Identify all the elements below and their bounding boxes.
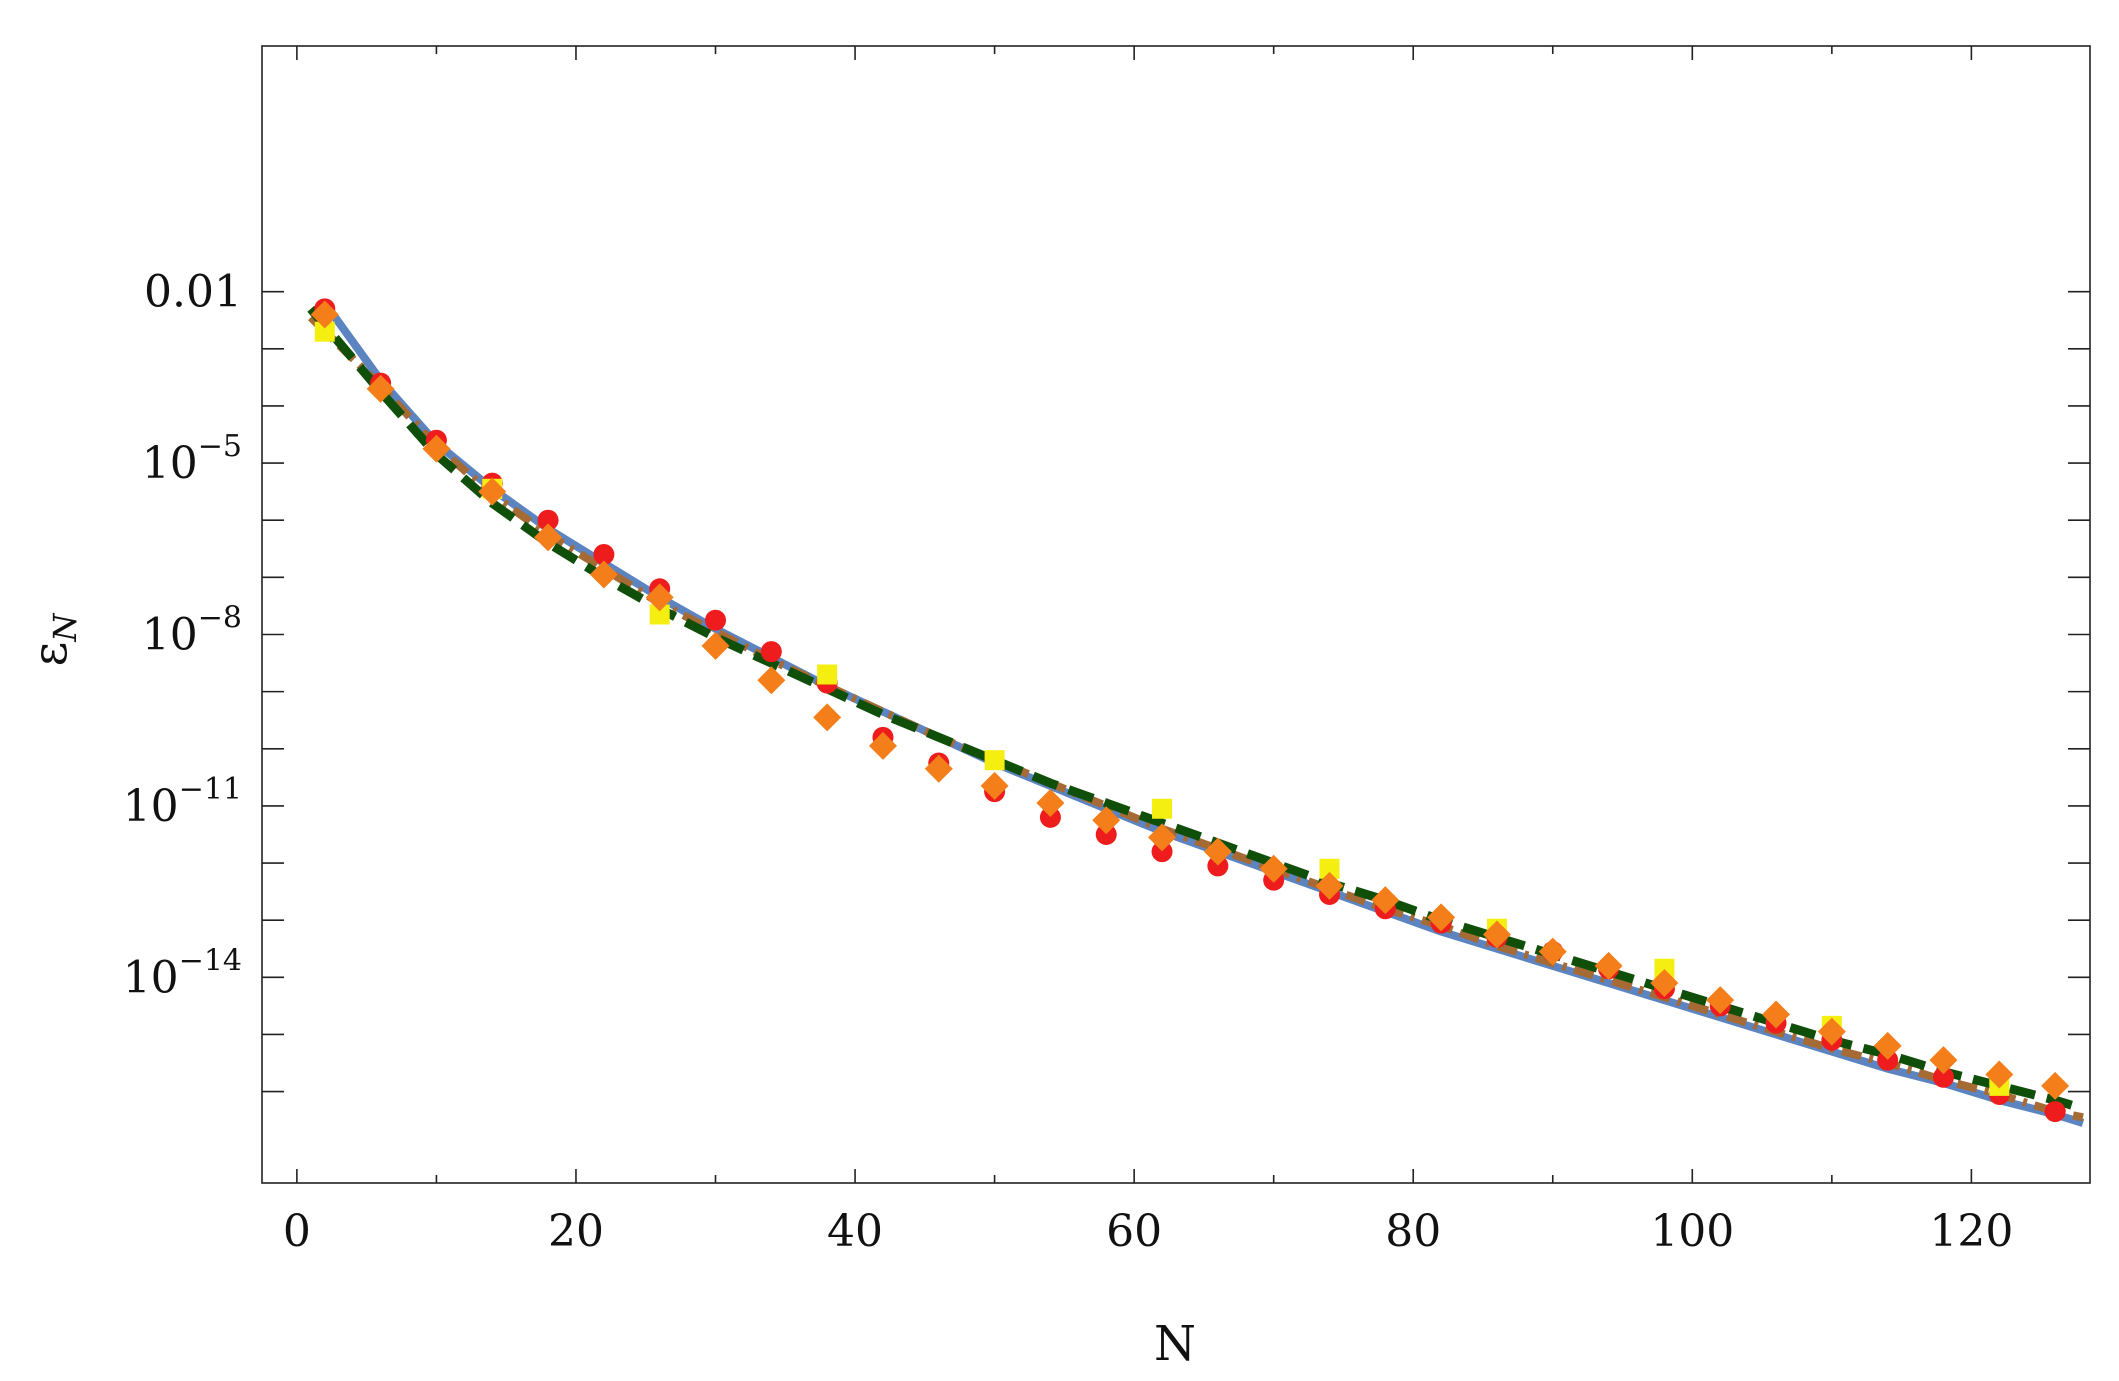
y-axis-title: εN xyxy=(22,613,84,667)
marker-layer xyxy=(310,298,2070,1123)
y-tick-exponent: −5 xyxy=(198,429,242,464)
point-circle xyxy=(1932,1066,1954,1088)
point-diamond xyxy=(924,754,953,783)
point-circle xyxy=(1877,1049,1899,1071)
point-diamond xyxy=(645,583,674,612)
x-tick-label: 40 xyxy=(827,1206,883,1257)
point-diamond xyxy=(422,434,451,463)
point-diamond xyxy=(478,477,507,506)
point-diamond xyxy=(1036,789,1065,818)
x-tick-label: 120 xyxy=(1929,1206,2013,1257)
y-tick-base: 10 xyxy=(123,781,179,832)
point-diamond xyxy=(1092,806,1121,835)
point-circle xyxy=(1151,841,1173,863)
y-tick-base: 10 xyxy=(123,952,179,1003)
curve-solid xyxy=(321,300,2085,1127)
point-square xyxy=(1152,798,1173,819)
point-circle xyxy=(593,544,615,566)
plot-border xyxy=(261,45,2091,1184)
point-circle xyxy=(2044,1101,2066,1123)
point-square xyxy=(817,664,838,685)
point-circle xyxy=(537,509,559,531)
point-diamond xyxy=(813,703,842,732)
point-circle xyxy=(1095,823,1117,845)
point-diamond xyxy=(2041,1071,2070,1100)
y-axis-subscript: N xyxy=(46,613,84,643)
y-tick-label: 10−11 xyxy=(123,772,242,832)
x-axis: 0 20 40 60 80 100 120 xyxy=(283,46,2013,1257)
y-tick-base: 10 xyxy=(142,438,198,489)
point-diamond xyxy=(1594,951,1623,980)
y-tick-exponent: −11 xyxy=(179,772,242,807)
point-circle xyxy=(1039,806,1061,828)
point-square xyxy=(1319,858,1340,879)
point-diamond xyxy=(1259,854,1288,883)
point-square xyxy=(649,604,670,625)
point-square xyxy=(314,321,335,342)
y-tick-label: 10−5 xyxy=(142,429,242,489)
plot-frame xyxy=(261,45,2091,1184)
point-diamond xyxy=(1985,1060,2014,1089)
x-tick-label: 80 xyxy=(1385,1206,1441,1257)
point-diamond xyxy=(1538,937,1567,966)
point-diamond xyxy=(757,666,786,695)
y-tick-base: 10 xyxy=(142,609,198,660)
point-square xyxy=(984,750,1005,771)
x-tick-label: 60 xyxy=(1106,1206,1162,1257)
point-diamond xyxy=(1817,1017,1846,1046)
y-tick-exponent: −8 xyxy=(198,600,242,635)
point-diamond xyxy=(1371,886,1400,915)
point-diamond xyxy=(1706,986,1735,1015)
point-circle xyxy=(1207,855,1229,877)
point-diamond xyxy=(980,771,1009,800)
y-tick-label: 10−14 xyxy=(123,943,242,1003)
point-diamond xyxy=(1762,1000,1791,1029)
curve-dash-dot xyxy=(307,314,2084,1122)
point-diamond xyxy=(1148,823,1177,852)
point-diamond xyxy=(310,300,339,329)
y-tick-label: 10−8 xyxy=(142,600,242,660)
y-tick-exponent: −14 xyxy=(179,943,242,978)
x-axis-title: N xyxy=(1154,1316,1196,1372)
point-diamond xyxy=(366,374,395,403)
x-tick-label: 20 xyxy=(548,1206,604,1257)
point-diamond xyxy=(1315,871,1344,900)
point-diamond xyxy=(701,631,730,660)
point-diamond xyxy=(589,560,618,589)
x-tick-label: 100 xyxy=(1650,1206,1734,1257)
point-diamond xyxy=(1929,1046,1958,1075)
x-tick-label: 0 xyxy=(283,1206,311,1257)
point-diamond xyxy=(1650,969,1679,998)
y-tick-label: 0.01 xyxy=(144,267,242,318)
curve-layer xyxy=(307,300,2085,1127)
point-circle xyxy=(705,609,727,631)
point-diamond xyxy=(1427,903,1456,932)
curve-dashed xyxy=(307,305,2085,1114)
point-circle xyxy=(760,641,782,663)
point-diamond xyxy=(534,523,563,552)
point-diamond xyxy=(1482,920,1511,949)
point-diamond xyxy=(1203,837,1232,866)
point-square xyxy=(1654,958,1675,979)
y-axis-symbol: ε xyxy=(22,642,78,667)
point-diamond xyxy=(868,731,897,760)
point-diamond xyxy=(1873,1031,1902,1060)
